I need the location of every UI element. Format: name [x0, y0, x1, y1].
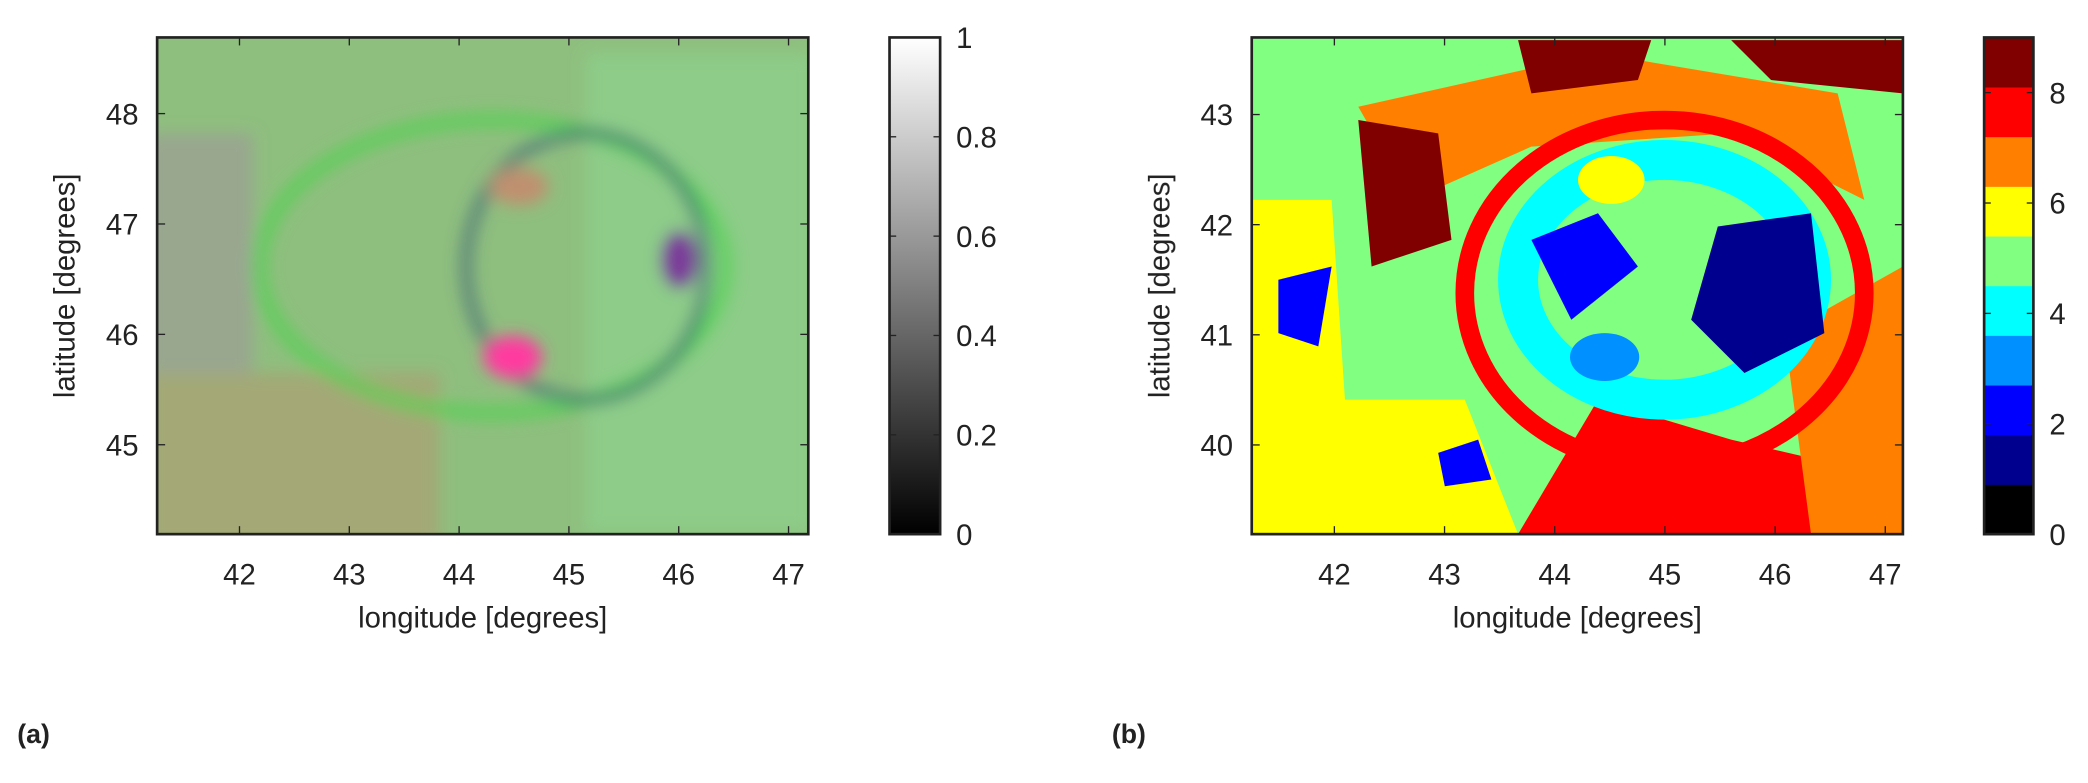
x-tick-label: 43	[333, 559, 366, 592]
panel-label: (b)	[1112, 719, 1146, 749]
colorbar-band	[1984, 434, 2034, 485]
x-tick-label: 47	[772, 559, 805, 592]
colorbar-tick-label: 4	[2049, 298, 2065, 331]
colorbar-band	[1984, 484, 2034, 535]
colorbar-tick-label: 8	[2049, 77, 2065, 110]
colorbar-gradient	[889, 37, 941, 535]
raster-a	[157, 37, 809, 535]
plot-frame	[1250, 36, 1905, 536]
colorbar-tick-label: 0.4	[956, 320, 997, 353]
x-tick-label: 44	[443, 559, 476, 592]
x-axis-label: longitude [degrees]	[1453, 601, 1702, 634]
x-tick-label: 45	[1649, 559, 1682, 592]
raster-b	[1251, 37, 1903, 535]
colorbar-band	[1984, 236, 2034, 287]
colorbar-tick-label: 0.2	[956, 419, 997, 452]
colorbar-frame	[1982, 36, 2035, 536]
x-tick-label: 46	[662, 559, 695, 592]
x-tick-label: 43	[1428, 559, 1461, 592]
colorbar-band	[1984, 136, 2034, 187]
y-tick-label: 48	[106, 98, 139, 131]
colorbar-tick-label: 0	[956, 519, 972, 552]
y-tick-label: 45	[106, 429, 139, 462]
colorbar-band	[1984, 186, 2034, 237]
plot-frame	[155, 36, 810, 536]
x-tick-label: 42	[1318, 559, 1351, 592]
colorbar-tick-label: 6	[2049, 188, 2065, 221]
colorbar-band	[1984, 385, 2034, 436]
colorbar-tick-label: 0.8	[956, 121, 997, 154]
colorbar-band	[1984, 37, 2034, 88]
colorbar-tick-label: 1	[956, 22, 972, 55]
x-tick-label: 42	[223, 559, 256, 592]
y-tick-label: 41	[1201, 319, 1234, 352]
y-axis-label: latitude [degrees]	[1143, 173, 1176, 398]
y-tick-label: 42	[1201, 209, 1234, 242]
y-tick-label: 40	[1201, 430, 1234, 463]
x-tick-label: 46	[1759, 559, 1792, 592]
colorbar-tick-label: 2	[2049, 408, 2065, 441]
y-axis-label: latitude [degrees]	[49, 173, 82, 398]
y-tick-label: 46	[106, 319, 139, 352]
colorbar-band	[1984, 335, 2034, 386]
colorbar-frame	[888, 36, 942, 536]
colorbar-band	[1984, 285, 2034, 336]
x-tick-label: 44	[1538, 559, 1571, 592]
x-tick-label: 47	[1869, 559, 1902, 592]
x-axis-label: longitude [degrees]	[358, 601, 607, 634]
colorbar-tick-label: 0	[2049, 519, 2065, 552]
colorbar-tick-label: 0.6	[956, 221, 997, 254]
x-tick-label: 45	[553, 559, 586, 592]
y-tick-label: 43	[1201, 99, 1234, 132]
colorbar-band	[1984, 87, 2034, 138]
panel-label: (a)	[17, 719, 50, 749]
y-tick-label: 47	[106, 209, 139, 242]
